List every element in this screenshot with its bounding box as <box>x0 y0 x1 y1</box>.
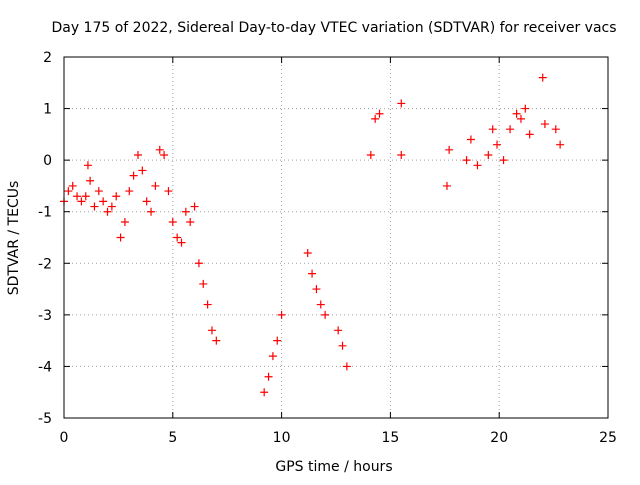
data-point <box>147 207 156 216</box>
plot-frame <box>63 56 609 419</box>
data-point <box>212 336 221 345</box>
data-point <box>107 202 116 211</box>
y-tick-label: 0 <box>43 153 52 169</box>
data-point <box>133 150 142 159</box>
data-point <box>540 120 549 129</box>
data-point <box>94 187 103 196</box>
data-point <box>466 135 475 144</box>
axis-ticks: 0 5 10 15 20 25 -5 -4 -3 -2 -1 0 1 2 <box>38 50 617 446</box>
data-point <box>186 218 195 227</box>
data-point <box>173 233 182 242</box>
data-point <box>312 285 321 294</box>
data-point <box>164 187 173 196</box>
data-point <box>342 362 351 371</box>
x-tick-label: 25 <box>599 430 617 446</box>
data-point <box>260 388 269 397</box>
y-tick-label: -2 <box>38 256 52 272</box>
x-tick-label: 15 <box>381 430 399 446</box>
data-point <box>112 192 121 201</box>
data-point <box>551 125 560 134</box>
data-point <box>499 156 508 165</box>
data-point <box>375 109 384 118</box>
y-tick-label: 2 <box>43 50 52 66</box>
data-point <box>303 248 312 257</box>
data-point <box>397 150 406 159</box>
data-point <box>556 140 565 149</box>
data-point <box>488 125 497 134</box>
data-point <box>142 197 151 206</box>
data-point <box>538 73 547 82</box>
grid <box>64 57 608 418</box>
data-point <box>194 259 203 268</box>
y-tick-label: -1 <box>38 205 52 221</box>
x-axis-label: GPS time / hours <box>275 459 392 475</box>
x-tick-label: 20 <box>490 430 508 446</box>
data-point <box>506 125 515 134</box>
data-point <box>493 140 502 149</box>
data-point <box>116 233 125 242</box>
data-point <box>86 176 95 185</box>
y-axis-label: SDTVAR / TECUs <box>6 181 22 296</box>
data-point <box>199 279 208 288</box>
data-point <box>190 202 199 211</box>
data-point <box>338 341 347 350</box>
data-point <box>308 269 317 278</box>
data-point <box>371 114 380 123</box>
data-point <box>525 130 534 139</box>
data-point <box>138 166 147 175</box>
data-point <box>168 218 177 227</box>
data-point <box>77 197 86 206</box>
data-point <box>366 150 375 159</box>
data-point <box>273 336 282 345</box>
x-tick-label: 5 <box>168 430 177 446</box>
data-point <box>103 207 112 216</box>
data-point <box>516 114 525 123</box>
data-point <box>512 109 521 118</box>
data-point <box>177 238 186 247</box>
y-tick-label: -4 <box>38 359 52 375</box>
data-point <box>129 171 138 180</box>
data-point <box>90 202 99 211</box>
y-tick-label: -5 <box>38 411 52 427</box>
data-point <box>442 181 451 190</box>
data-point <box>64 187 73 196</box>
data-point <box>316 300 325 309</box>
y-tick-label: -3 <box>38 308 52 324</box>
y-tick-label: 1 <box>43 102 52 118</box>
data-point <box>277 310 286 319</box>
data-point <box>321 310 330 319</box>
data-point <box>473 161 482 170</box>
x-tick-label: 10 <box>273 430 291 446</box>
data-point <box>99 197 108 206</box>
data-point <box>120 218 129 227</box>
data-point <box>81 192 90 201</box>
data-points <box>60 73 565 397</box>
data-point <box>207 326 216 335</box>
data-point <box>68 181 77 190</box>
data-point <box>462 156 471 165</box>
chart-title: Day 175 of 2022, Sidereal Day-to-day VTE… <box>51 20 616 36</box>
data-point <box>83 161 92 170</box>
data-point <box>521 104 530 113</box>
data-point <box>445 145 454 154</box>
data-point <box>151 181 160 190</box>
data-point <box>155 145 164 154</box>
data-point <box>397 99 406 108</box>
data-point <box>160 150 169 159</box>
data-point <box>334 326 343 335</box>
data-point <box>484 150 493 159</box>
data-point <box>125 187 134 196</box>
data-point <box>181 207 190 216</box>
data-point <box>268 352 277 361</box>
data-point <box>203 300 212 309</box>
data-point <box>264 372 273 381</box>
data-point <box>73 192 82 201</box>
x-tick-label: 0 <box>60 430 69 446</box>
